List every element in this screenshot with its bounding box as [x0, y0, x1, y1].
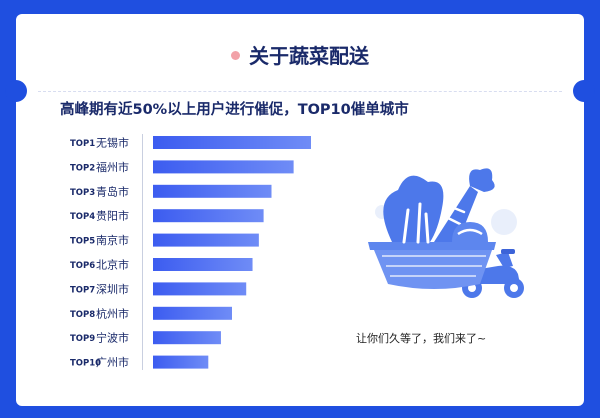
bar [153, 355, 209, 369]
city-label: 南京市 [96, 233, 129, 247]
bar [153, 282, 247, 296]
bar [153, 160, 294, 174]
city-label: 深圳市 [96, 282, 129, 296]
card-notch-right [573, 80, 595, 102]
chart-subtitle: 高峰期有近50%以上用户进行催促，TOP10催单城市 [60, 102, 409, 118]
bar [153, 209, 264, 223]
city-label: 福州市 [96, 160, 129, 174]
rank-label: TOP10 [70, 359, 101, 369]
title-dot-icon [231, 51, 240, 60]
city-label: 无锡市 [96, 136, 129, 150]
rank-label: TOP3 [70, 188, 95, 198]
page-title: 关于蔬菜配送 [0, 40, 600, 69]
rank-label: TOP9 [70, 334, 95, 344]
content-card [16, 14, 584, 406]
city-label: 贵阳市 [96, 209, 129, 223]
bar [153, 233, 259, 247]
city-label: 宁波市 [96, 331, 129, 345]
rank-label: TOP5 [70, 237, 95, 247]
rank-label: TOP6 [70, 261, 95, 271]
city-label: 广州市 [96, 355, 129, 369]
bar [153, 136, 311, 149]
bar [153, 258, 253, 271]
rank-label: TOP2 [70, 163, 95, 173]
rank-label: TOP1 [70, 139, 95, 149]
card-notch-left [5, 80, 27, 102]
page-title-text: 关于蔬菜配送 [249, 44, 369, 68]
city-label: 杭州市 [96, 306, 129, 320]
rank-label: TOP4 [70, 212, 95, 222]
city-label: 北京市 [96, 258, 129, 272]
tagline-text: 让你们久等了，我们来了~ [356, 332, 487, 345]
rank-label: TOP7 [70, 285, 95, 295]
rank-label: TOP8 [70, 310, 95, 320]
header-divider [38, 91, 562, 92]
vegetable-basket-scooter-icon [368, 168, 524, 298]
bar [153, 306, 232, 320]
bar [153, 331, 221, 345]
city-label: 青岛市 [96, 184, 129, 198]
bar [153, 184, 272, 198]
